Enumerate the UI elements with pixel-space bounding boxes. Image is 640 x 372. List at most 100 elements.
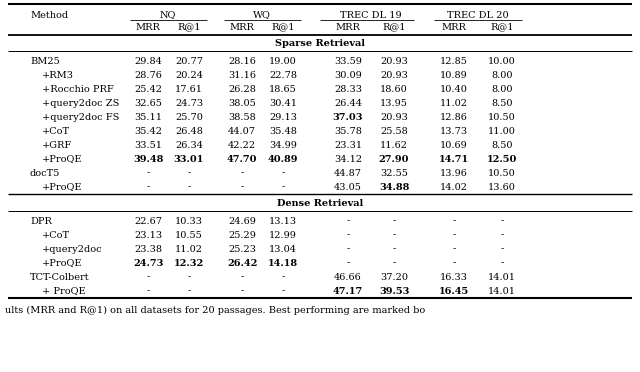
Text: 47.70: 47.70 [227, 154, 257, 164]
Text: 26.42: 26.42 [227, 259, 257, 267]
Text: 14.01: 14.01 [488, 286, 516, 295]
Text: 35.78: 35.78 [334, 126, 362, 135]
Text: -: - [500, 259, 504, 267]
Text: +query2doc FS: +query2doc FS [42, 112, 120, 122]
Text: 34.12: 34.12 [334, 154, 362, 164]
Text: 35.42: 35.42 [134, 126, 162, 135]
Text: +ProQE: +ProQE [42, 259, 83, 267]
Text: +Rocchio PRF: +Rocchio PRF [42, 84, 114, 93]
Text: 22.78: 22.78 [269, 71, 297, 80]
Text: 20.24: 20.24 [175, 71, 203, 80]
Text: 31.16: 31.16 [228, 71, 256, 80]
Text: 46.66: 46.66 [334, 273, 362, 282]
Text: 24.73: 24.73 [175, 99, 203, 108]
Text: -: - [282, 183, 285, 192]
Text: 18.65: 18.65 [269, 84, 297, 93]
Text: 10.50: 10.50 [488, 112, 516, 122]
Text: R@1: R@1 [177, 22, 201, 32]
Text: -: - [500, 244, 504, 253]
Text: 13.96: 13.96 [440, 169, 468, 177]
Text: 17.61: 17.61 [175, 84, 203, 93]
Text: WQ: WQ [253, 10, 271, 19]
Text: 35.48: 35.48 [269, 126, 297, 135]
Text: 20.93: 20.93 [380, 112, 408, 122]
Text: 24.73: 24.73 [133, 259, 163, 267]
Text: -: - [346, 217, 349, 225]
Text: 25.58: 25.58 [380, 126, 408, 135]
Text: 26.34: 26.34 [175, 141, 203, 150]
Text: 26.28: 26.28 [228, 84, 256, 93]
Text: 47.17: 47.17 [333, 286, 363, 295]
Text: 32.65: 32.65 [134, 99, 162, 108]
Text: -: - [452, 259, 456, 267]
Text: MRR: MRR [230, 22, 255, 32]
Text: R@1: R@1 [382, 22, 406, 32]
Text: 20.93: 20.93 [380, 57, 408, 65]
Text: TCT-Colbert: TCT-Colbert [30, 273, 90, 282]
Text: 8.00: 8.00 [492, 84, 513, 93]
Text: +query2doc ZS: +query2doc ZS [42, 99, 120, 108]
Text: 25.70: 25.70 [175, 112, 203, 122]
Text: 39.53: 39.53 [379, 286, 409, 295]
Text: -: - [282, 286, 285, 295]
Text: 12.99: 12.99 [269, 231, 297, 240]
Text: 29.13: 29.13 [269, 112, 297, 122]
Text: 11.00: 11.00 [488, 126, 516, 135]
Text: 8.00: 8.00 [492, 71, 513, 80]
Text: -: - [147, 169, 150, 177]
Text: 28.76: 28.76 [134, 71, 162, 80]
Text: 8.50: 8.50 [492, 141, 513, 150]
Text: -: - [241, 169, 244, 177]
Text: 14.02: 14.02 [440, 183, 468, 192]
Text: 33.59: 33.59 [334, 57, 362, 65]
Text: 11.02: 11.02 [175, 244, 203, 253]
Text: TREC DL 20: TREC DL 20 [447, 10, 509, 19]
Text: 23.31: 23.31 [334, 141, 362, 150]
Text: -: - [452, 244, 456, 253]
Text: +ProQE: +ProQE [42, 154, 83, 164]
Text: Sparse Retrieval: Sparse Retrieval [275, 39, 365, 48]
Text: +CoT: +CoT [42, 126, 70, 135]
Text: +CoT: +CoT [42, 231, 70, 240]
Text: 16.45: 16.45 [439, 286, 469, 295]
Text: 32.55: 32.55 [380, 169, 408, 177]
Text: 28.16: 28.16 [228, 57, 256, 65]
Text: 11.02: 11.02 [440, 99, 468, 108]
Text: 19.00: 19.00 [269, 57, 297, 65]
Text: -: - [188, 183, 191, 192]
Text: NQ: NQ [160, 10, 176, 19]
Text: -: - [147, 286, 150, 295]
Text: 42.22: 42.22 [228, 141, 256, 150]
Text: -: - [282, 169, 285, 177]
Text: 26.48: 26.48 [175, 126, 203, 135]
Text: +ProQE: +ProQE [42, 183, 83, 192]
Text: 44.87: 44.87 [334, 169, 362, 177]
Text: -: - [392, 217, 396, 225]
Text: Method: Method [30, 10, 68, 19]
Text: ults (MRR and R@1) on all datasets for 20 passages. Best performing are marked b: ults (MRR and R@1) on all datasets for 2… [5, 305, 425, 315]
Text: 38.05: 38.05 [228, 99, 256, 108]
Text: -: - [346, 259, 349, 267]
Text: 37.03: 37.03 [333, 112, 364, 122]
Text: +RM3: +RM3 [42, 71, 74, 80]
Text: -: - [188, 286, 191, 295]
Text: +GRF: +GRF [42, 141, 72, 150]
Text: 12.86: 12.86 [440, 112, 468, 122]
Text: 10.50: 10.50 [488, 169, 516, 177]
Text: 35.11: 35.11 [134, 112, 162, 122]
Text: -: - [188, 273, 191, 282]
Text: Dense Retrieval: Dense Retrieval [277, 199, 363, 208]
Text: DPR: DPR [30, 217, 52, 225]
Text: -: - [452, 217, 456, 225]
Text: 20.93: 20.93 [380, 71, 408, 80]
Text: -: - [188, 169, 191, 177]
Text: 12.32: 12.32 [174, 259, 204, 267]
Text: 13.60: 13.60 [488, 183, 516, 192]
Text: 10.69: 10.69 [440, 141, 468, 150]
Text: MRR: MRR [335, 22, 360, 32]
Text: MRR: MRR [442, 22, 467, 32]
Text: 33.01: 33.01 [174, 154, 204, 164]
Text: -: - [452, 231, 456, 240]
Text: 44.07: 44.07 [228, 126, 256, 135]
Text: 30.41: 30.41 [269, 99, 297, 108]
